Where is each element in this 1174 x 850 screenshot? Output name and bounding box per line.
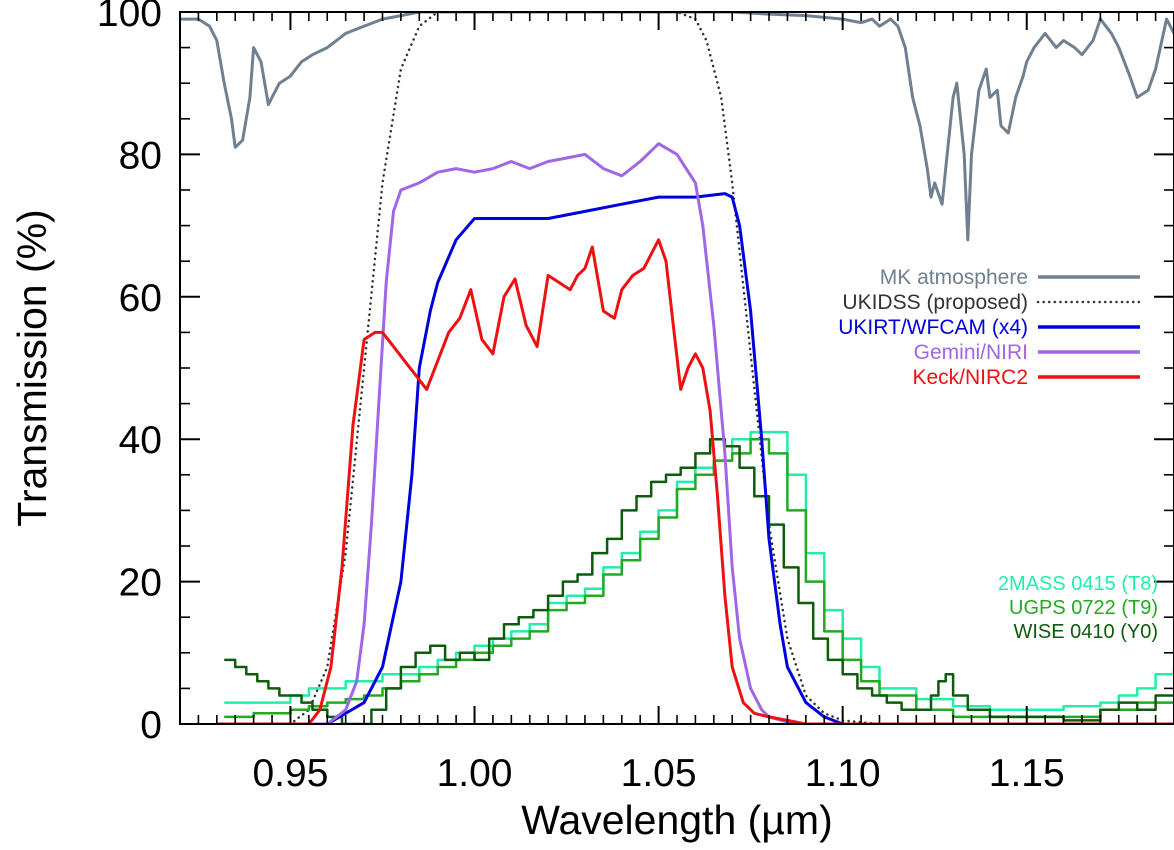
x-axis-title: Wavelength (µm)	[521, 797, 832, 843]
y-tick-label: 40	[119, 419, 162, 462]
y-tick-label: 0	[140, 704, 162, 747]
y-tick-label: 60	[119, 277, 162, 320]
series-line-gemini-niri	[216, 142, 1174, 724]
spectrum-label-ugps-0722-t9: UGPS 0722 (T9)	[1009, 597, 1158, 619]
series-lines	[180, 12, 1174, 724]
spectrum-label-wise-0410-y0: WISE 0410 (Y0)	[1013, 621, 1158, 643]
spectrum-label-2mass-0415-t8: 2MASS 0415 (T8)	[998, 573, 1158, 595]
y-tick-label: 80	[119, 134, 162, 177]
y-axis-title: Transmission (%)	[9, 209, 55, 526]
series-line-wise-0410-y0	[224, 437, 1174, 724]
x-tick-label: 0.95	[252, 752, 328, 795]
x-tick-label: 1.15	[989, 752, 1065, 795]
axis-ticks: 0.95 1.00 1.05 1.10 1.15 0 20 40 60 80 100	[97, 0, 1174, 795]
legend-label-keck-nirc2: Keck/NIRC2	[912, 366, 1028, 389]
series-line-ukidss-proposed	[215, 12, 1174, 724]
x-tick-label: 1.05	[621, 752, 697, 795]
spectrum-labels: 2MASS 0415 (T8)UGPS 0722 (T9)WISE 0410 (…	[998, 573, 1158, 643]
series-line-ugps-0722-t9	[224, 437, 1174, 719]
legend-label-ukirt-wfcam-x4: UKIRT/WFCAM (x4)	[838, 316, 1028, 339]
series-line-mk-atmosphere	[180, 12, 1174, 242]
series-line-keck-nirc2	[216, 238, 1174, 724]
series-line-ukirt-wfcam-x4	[216, 192, 1174, 724]
legend-label-gemini-niri: Gemini/NIRI	[914, 341, 1028, 364]
legend-label-ukidss-proposed: UKIDSS (proposed)	[842, 291, 1028, 314]
y-tick-label: 100	[97, 0, 162, 35]
legend-label-mk-atmosphere: MK atmosphere	[880, 266, 1028, 289]
x-tick-label: 1.00	[437, 752, 513, 795]
y-tick-label: 20	[119, 562, 162, 605]
x-tick-label: 1.10	[805, 752, 881, 795]
